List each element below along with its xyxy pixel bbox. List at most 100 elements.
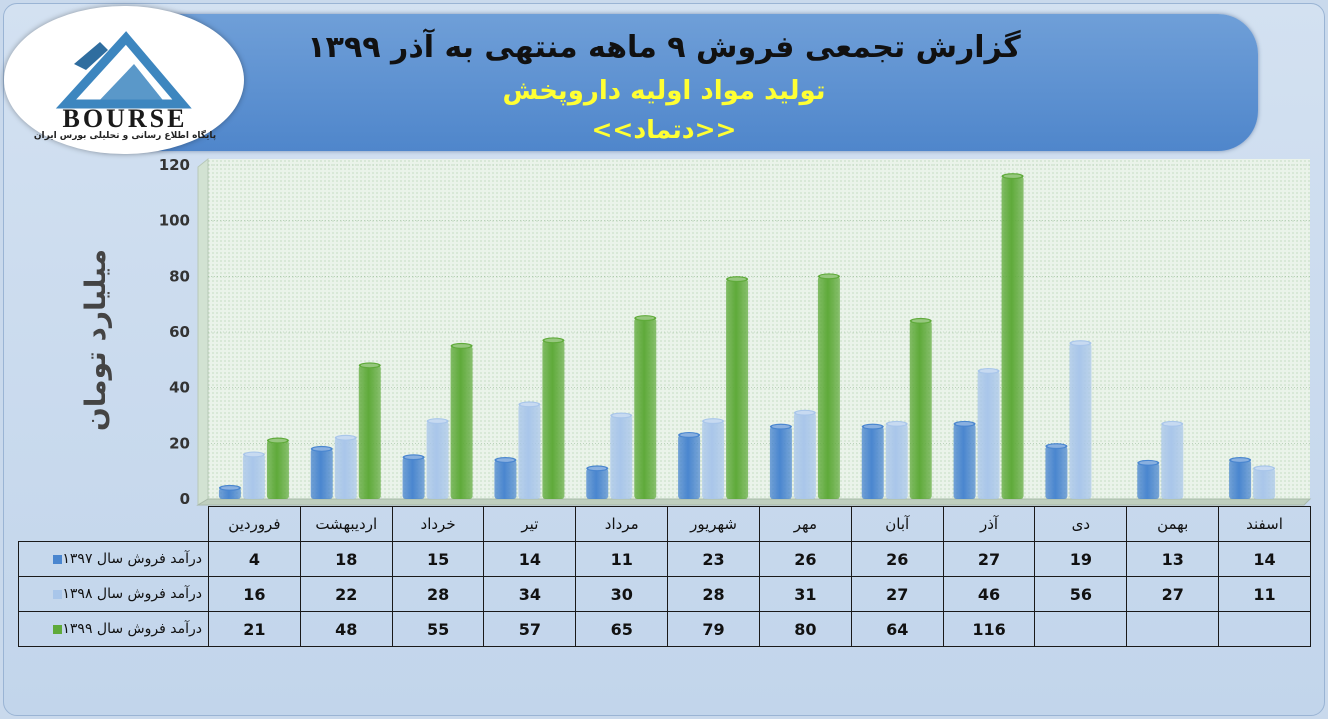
data-label: 11	[1218, 576, 1311, 612]
y-tick-label: 120	[159, 156, 190, 174]
data-label: 26	[850, 541, 944, 577]
bar	[334, 434, 357, 499]
data-label: 28	[667, 576, 760, 612]
data-label: 26	[758, 541, 852, 577]
bar	[218, 484, 241, 499]
data-label: 30	[575, 576, 669, 612]
data-label: 4	[208, 541, 301, 577]
bar	[426, 418, 449, 499]
x-tick-label: مهر	[758, 506, 852, 542]
y-axis-label: میلیارد تومان	[79, 248, 112, 432]
bourse-logo: BOURSE پایگاه اطلاع رسانی و تحلیلی بورس …	[4, 6, 244, 154]
bar	[1161, 420, 1184, 499]
table-corner	[18, 506, 209, 542]
data-label: 27	[942, 541, 1036, 577]
bar	[586, 465, 609, 499]
logo-graphic-icon	[55, 31, 192, 109]
data-label	[1126, 611, 1220, 647]
bar	[817, 273, 840, 499]
data-label: 11	[575, 541, 669, 577]
legend-swatch	[53, 554, 63, 564]
data-label: 55	[391, 611, 485, 647]
data-label: 48	[299, 611, 393, 647]
table-row: 14 13 19 27 26 26 23 11 14 15 18 4 درآمد فروش سال ۱۳…	[18, 541, 1311, 577]
title-banner: گزارش تجمعی فروش ۹ ماهه منتهی به آذر ۱۳۹…	[70, 14, 1258, 151]
x-tick-label: مرداد	[575, 506, 669, 542]
chart-subtitle: تولید مواد اولیه داروپخش	[502, 76, 826, 106]
data-label: 13	[1126, 541, 1220, 577]
x-tick-label: اسفند	[1218, 506, 1311, 542]
legend-entry: درآمد فروش سال ۱۳۹۷	[18, 541, 209, 577]
y-tick-label: 100	[159, 212, 190, 230]
logo-brand: BOURSE	[62, 104, 188, 133]
data-label: 14	[483, 541, 577, 577]
legend-entry: درآمد فروش سال ۱۳۹۸	[18, 576, 209, 612]
data-label: 22	[299, 576, 393, 612]
bar	[542, 337, 565, 499]
table-row: 116 64 80 79 65 57 55 48 21 درآمد فروش سال ۱۳۹۹	[18, 611, 1311, 647]
legend-label: درآمد فروش سال ۱۳۹۹	[62, 621, 202, 637]
x-tick-label: اردیبهشت	[299, 506, 393, 542]
data-label: 16	[208, 576, 301, 612]
legend-entry: درآمد فروش سال ۱۳۹۹	[18, 611, 209, 647]
y-tick-label: 60	[169, 323, 190, 341]
bar	[885, 420, 908, 499]
bar	[450, 342, 473, 499]
y-tick-label: 40	[169, 379, 190, 397]
bar	[977, 367, 1000, 499]
bar	[953, 420, 976, 499]
x-tick-label: شهریور	[667, 506, 760, 542]
data-label: 23	[667, 541, 760, 577]
bar	[726, 276, 749, 499]
data-label: 18	[299, 541, 393, 577]
bar	[1001, 173, 1024, 499]
bar	[702, 418, 725, 499]
bar	[634, 315, 657, 499]
bar	[1045, 443, 1068, 499]
data-table: اسفند بهمن دی آذر آبان مهر شهریور مرداد تیر خرداد…	[18, 506, 1311, 647]
data-label: 64	[850, 611, 944, 647]
legend-swatch	[53, 624, 63, 634]
x-tick-label: فروردین	[208, 506, 301, 542]
data-label: 14	[1218, 541, 1311, 577]
bar	[909, 317, 932, 499]
data-label: 31	[758, 576, 852, 612]
chart-title: گزارش تجمعی فروش ۹ ماهه منتهی به آذر ۱۳۹…	[307, 30, 1021, 65]
bar	[1069, 340, 1092, 499]
x-tick-label: بهمن	[1126, 506, 1220, 542]
data-label: 19	[1034, 541, 1128, 577]
y-tick-label: 20	[169, 434, 190, 452]
data-label: 27	[850, 576, 944, 612]
company-symbol: <<دتماد>>	[591, 115, 737, 144]
x-tick-label: آبان	[850, 506, 944, 542]
legend-label: درآمد فروش سال ۱۳۹۷	[62, 551, 202, 567]
bar	[494, 457, 517, 499]
data-label	[1218, 611, 1311, 647]
data-label: 79	[667, 611, 760, 647]
bar	[1253, 465, 1276, 499]
bar	[610, 412, 633, 499]
bar	[402, 454, 425, 499]
data-label: 46	[942, 576, 1036, 612]
bar	[793, 409, 816, 499]
bar	[242, 451, 265, 499]
bar	[310, 445, 333, 499]
bar	[678, 431, 701, 499]
data-label: 56	[1034, 576, 1128, 612]
y-tick-label: 0	[180, 490, 190, 508]
x-tick-label: دی	[1034, 506, 1128, 542]
y-tick-label: 80	[169, 267, 190, 285]
data-label	[1034, 611, 1128, 647]
x-tick-label: آذر	[942, 506, 1036, 542]
data-label: 21	[208, 611, 301, 647]
bar	[266, 437, 289, 499]
data-label: 27	[1126, 576, 1220, 612]
data-label: 28	[391, 576, 485, 612]
bar	[861, 423, 884, 499]
data-label: 57	[483, 611, 577, 647]
bar	[1229, 457, 1252, 499]
data-label: 80	[758, 611, 852, 647]
logo-tagline: پایگاه اطلاع رسانی و تحلیلی بورس ایران	[33, 131, 217, 141]
x-tick-label: خرداد	[391, 506, 485, 542]
